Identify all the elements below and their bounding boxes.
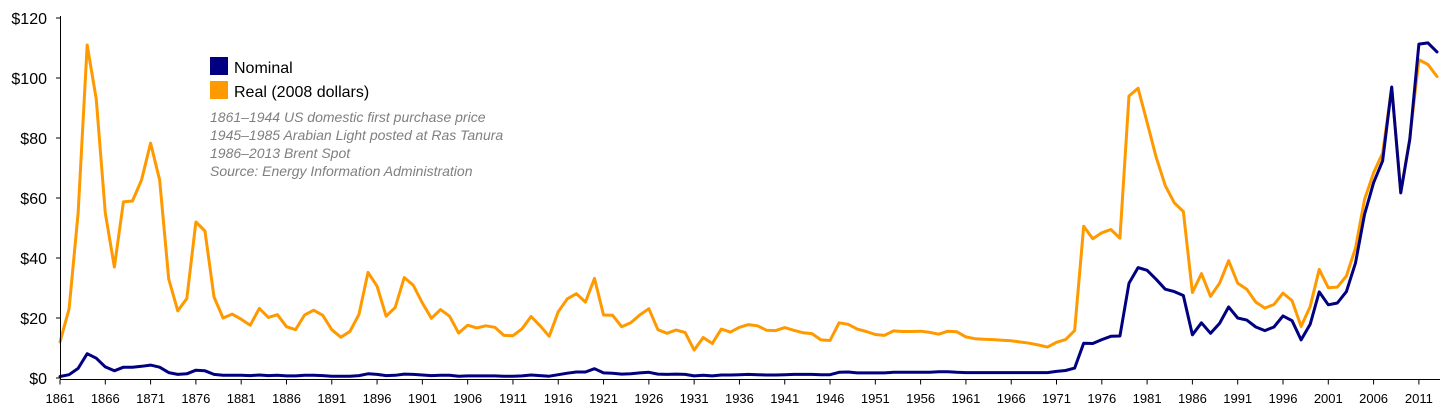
x-tick-label: 1866 bbox=[91, 391, 120, 406]
y-tick-label: $0 bbox=[29, 371, 47, 388]
x-tick-label: 1926 bbox=[634, 391, 663, 406]
legend-swatch-real bbox=[210, 81, 228, 99]
x-tick-label: 2001 bbox=[1314, 391, 1343, 406]
x-tick-label: 1946 bbox=[816, 391, 845, 406]
x-tick-label: 1916 bbox=[544, 391, 573, 406]
x-tick-label: 1931 bbox=[680, 391, 709, 406]
note-arabian-light: 1945–1985 Arabian Light posted at Ras Ta… bbox=[210, 127, 503, 143]
note-source: Source: Energy Information Administratio… bbox=[210, 163, 473, 179]
y-tick-label: $40 bbox=[20, 251, 47, 268]
x-tick-label: 1996 bbox=[1269, 391, 1298, 406]
legend-label-nominal: Nominal bbox=[234, 60, 293, 77]
x-tick-label: 1951 bbox=[861, 391, 890, 406]
series-line-real bbox=[58, 43, 1439, 352]
source-notes: 1861–1944 US domestic first purchase pri… bbox=[210, 109, 503, 179]
x-tick-label: 1976 bbox=[1087, 391, 1116, 406]
x-axis-ticks: 1861 1866 1871 1876 1881 1886 1891 1896 1901 1906… bbox=[46, 379, 1433, 406]
legend-swatch-nominal bbox=[210, 57, 228, 75]
y-tick-label: $80 bbox=[20, 131, 47, 148]
y-tick-label: $20 bbox=[20, 311, 47, 328]
x-tick-label: 1861 bbox=[46, 391, 75, 406]
y-axis-ticks: $0 $20 $40 $60 $80 $100 $120 bbox=[11, 11, 61, 388]
x-tick-label: 1971 bbox=[1042, 391, 1071, 406]
x-tick-label: 1871 bbox=[136, 391, 165, 406]
x-tick-label: 1901 bbox=[408, 391, 437, 406]
x-tick-label: 1981 bbox=[1133, 391, 1162, 406]
x-tick-label: 1986 bbox=[1178, 391, 1207, 406]
x-tick-label: 2006 bbox=[1359, 391, 1388, 406]
x-tick-label: 1886 bbox=[272, 391, 301, 406]
series-layer bbox=[58, 41, 1439, 378]
legend: Nominal Real (2008 dollars) bbox=[210, 57, 369, 101]
x-tick-label: 1881 bbox=[227, 391, 256, 406]
x-tick-label: 1921 bbox=[589, 391, 618, 406]
y-tick-label: $100 bbox=[11, 71, 47, 88]
x-tick-label: 1896 bbox=[363, 391, 392, 406]
x-tick-label: 1936 bbox=[725, 391, 754, 406]
x-tick-label: 1891 bbox=[317, 391, 346, 406]
x-tick-label: 2011 bbox=[1405, 391, 1433, 406]
x-tick-label: 1911 bbox=[499, 391, 527, 406]
y-tick-label: $60 bbox=[20, 191, 47, 208]
series-line-nominal bbox=[58, 41, 1439, 378]
x-tick-label: 1941 bbox=[770, 391, 799, 406]
x-tick-label: 1961 bbox=[951, 391, 980, 406]
y-tick-label: $120 bbox=[11, 11, 47, 28]
x-tick-label: 1956 bbox=[906, 391, 935, 406]
note-brent-spot: 1986–2013 Brent Spot bbox=[210, 145, 351, 161]
x-tick-label: 1876 bbox=[181, 391, 210, 406]
legend-label-real: Real (2008 dollars) bbox=[234, 84, 369, 101]
x-tick-label: 1966 bbox=[997, 391, 1026, 406]
x-tick-label: 1906 bbox=[453, 391, 482, 406]
x-tick-label: 1991 bbox=[1223, 391, 1252, 406]
note-us-domestic: 1861–1944 US domestic first purchase pri… bbox=[210, 109, 486, 125]
